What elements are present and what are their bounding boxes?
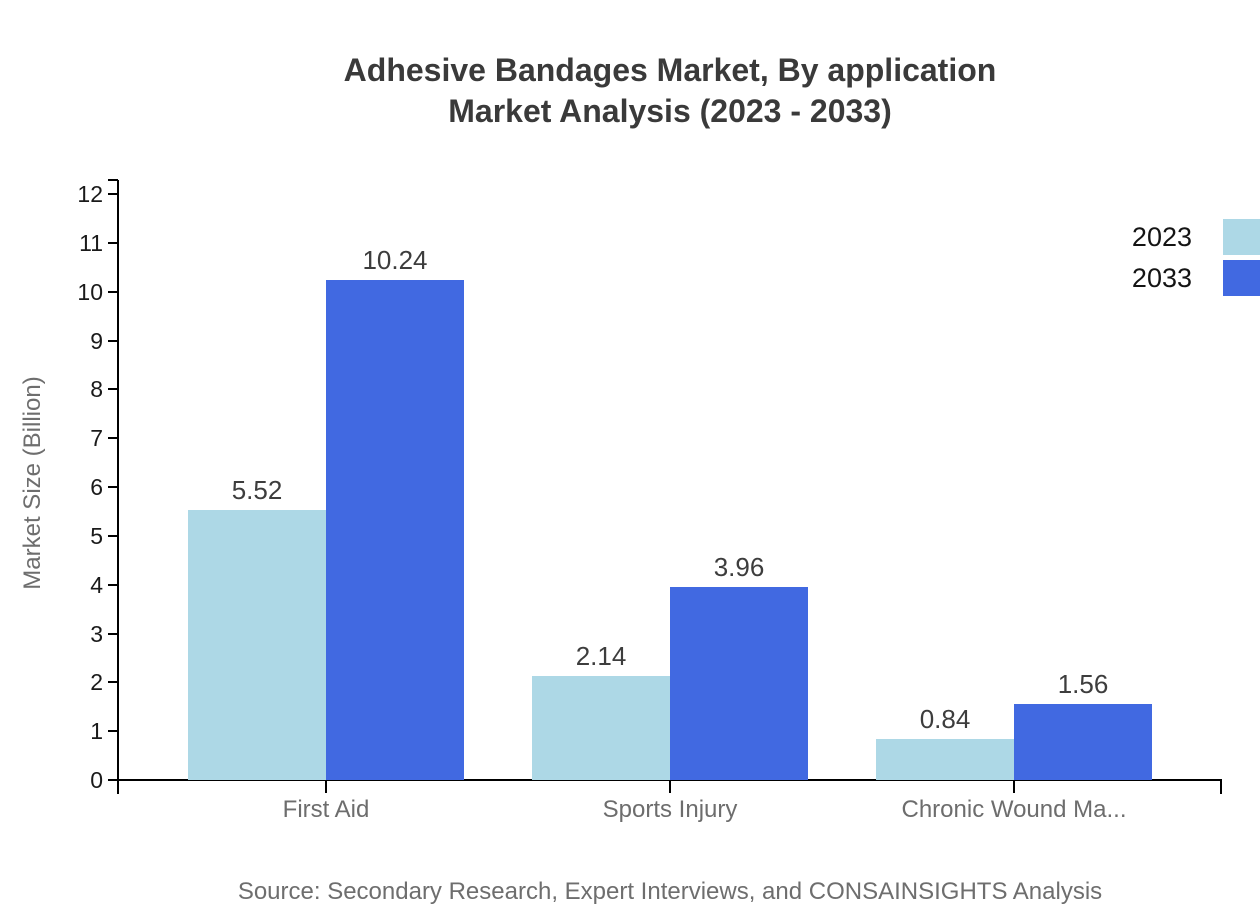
x-tick-mark <box>669 780 671 793</box>
legend-swatch <box>1223 219 1260 255</box>
bar-value-label: 5.52 <box>231 475 283 506</box>
y-tick-mark <box>108 241 118 244</box>
bar-value-label: 1.56 <box>1057 668 1109 699</box>
source-note: Source: Secondary Research, Expert Inter… <box>237 878 1103 905</box>
x-tick-mark <box>1013 780 1015 793</box>
y-tick-mark <box>108 779 118 781</box>
y-tick-label: 12 <box>77 181 103 208</box>
y-tick-mark <box>108 290 118 293</box>
y-tick-label: 11 <box>79 229 103 256</box>
bar-value-label: 10.24 <box>362 245 428 275</box>
bar-value-label: 3.96 <box>713 551 765 582</box>
legend-swatch <box>1223 260 1260 296</box>
category-label-2: Chronic Wound Ma... <box>901 796 1127 823</box>
x-tick-mark <box>325 780 327 793</box>
y-tick-label: 4 <box>90 571 103 598</box>
y-tick-label: 7 <box>90 425 103 452</box>
bar-2033-0[interactable] <box>326 280 464 780</box>
x-axis-start-tick <box>117 780 119 794</box>
category-label-1: Sports Injury <box>602 796 738 823</box>
bar-value-label: 0.84 <box>919 703 971 734</box>
bar-value-label: 2.14 <box>575 640 627 671</box>
y-tick-mark <box>108 437 118 440</box>
legend-entry-2033[interactable]: 2033 <box>1132 260 1260 296</box>
y-tick-mark <box>108 193 118 196</box>
category-label-0: First Aid <box>282 796 370 823</box>
chart-title-block: Adhesive Bandages Market, By application… <box>80 50 1260 132</box>
chart-title: Adhesive Bandages Market, By application <box>343 52 997 88</box>
y-axis-line <box>117 180 119 780</box>
y-tick-label: 2 <box>90 669 103 696</box>
y-tick-label: 5 <box>90 522 103 549</box>
y-tick-label: 9 <box>90 327 103 354</box>
legend-label: 2023 <box>1131 221 1192 252</box>
y-tick-label: 1 <box>90 718 103 745</box>
y-tick-mark <box>108 388 118 391</box>
y-tick-mark <box>108 632 118 635</box>
y-tick-label: 10 <box>77 278 103 305</box>
legend-label: 2033 <box>1131 262 1192 293</box>
bar-2033-1[interactable] <box>670 586 808 780</box>
y-tick-mark <box>108 534 118 537</box>
y-axis-end-tick <box>108 179 118 181</box>
y-tick-label: 3 <box>90 620 103 647</box>
y-tick-mark <box>108 486 118 489</box>
y-tick-mark <box>108 583 118 586</box>
legend-entry-2023[interactable]: 2023 <box>1132 219 1260 255</box>
y-tick-label: 0 <box>90 767 103 793</box>
chart-subtitle: Market Analysis (2023 - 2033) <box>448 93 892 129</box>
bar-2023-1[interactable] <box>532 675 670 780</box>
bar-2023-2[interactable] <box>876 738 1014 780</box>
y-tick-label: 6 <box>90 474 103 501</box>
legend: 2023 2033 <box>1132 219 1260 301</box>
bar-2033-2[interactable] <box>1014 703 1152 780</box>
y-tick-label: 8 <box>90 376 103 403</box>
y-tick-mark <box>108 730 118 733</box>
y-tick-mark <box>108 339 118 342</box>
bar-2023-0[interactable] <box>188 510 326 780</box>
x-axis-end-tick <box>1220 780 1222 794</box>
y-tick-mark <box>108 681 118 684</box>
